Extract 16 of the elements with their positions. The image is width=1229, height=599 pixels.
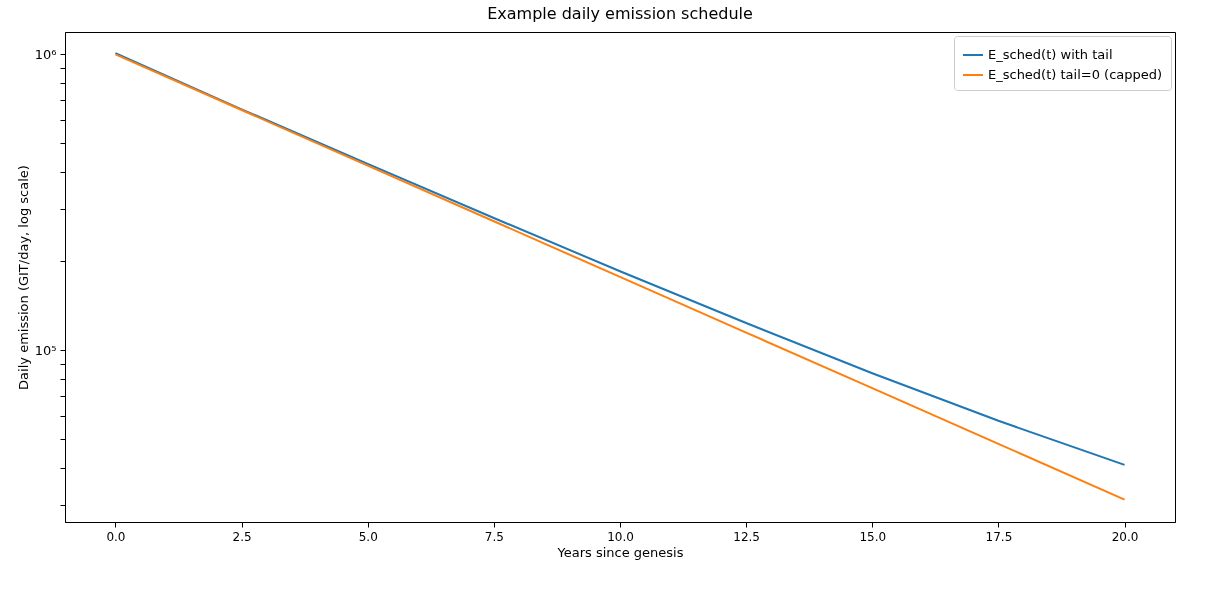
y-tick-label: 10⁵	[34, 342, 57, 358]
x-tick-label: 17.5	[985, 529, 1013, 544]
x-axis-title: Years since genesis	[556, 544, 684, 560]
x-tick-label: 12.5	[733, 529, 760, 544]
legend-label: E_sched(t) with tail	[988, 47, 1113, 62]
legend-label: E_sched(t) tail=0 (capped)	[988, 67, 1163, 82]
x-tick-label: 0.0	[106, 529, 126, 544]
x-tick-label: 15.0	[859, 529, 887, 544]
x-tick-label: 7.5	[484, 529, 504, 544]
x-tick-label: 2.5	[232, 529, 252, 544]
x-tick-label: 5.0	[358, 529, 378, 544]
chart-title: Example daily emission schedule	[487, 4, 753, 23]
x-tick-label: 10.0	[607, 529, 634, 544]
x-tick-label: 20.0	[1111, 529, 1139, 544]
y-axis-title: Daily emission (GIT/day, log scale)	[15, 165, 31, 390]
y-tick-label: 10⁶	[34, 46, 57, 62]
